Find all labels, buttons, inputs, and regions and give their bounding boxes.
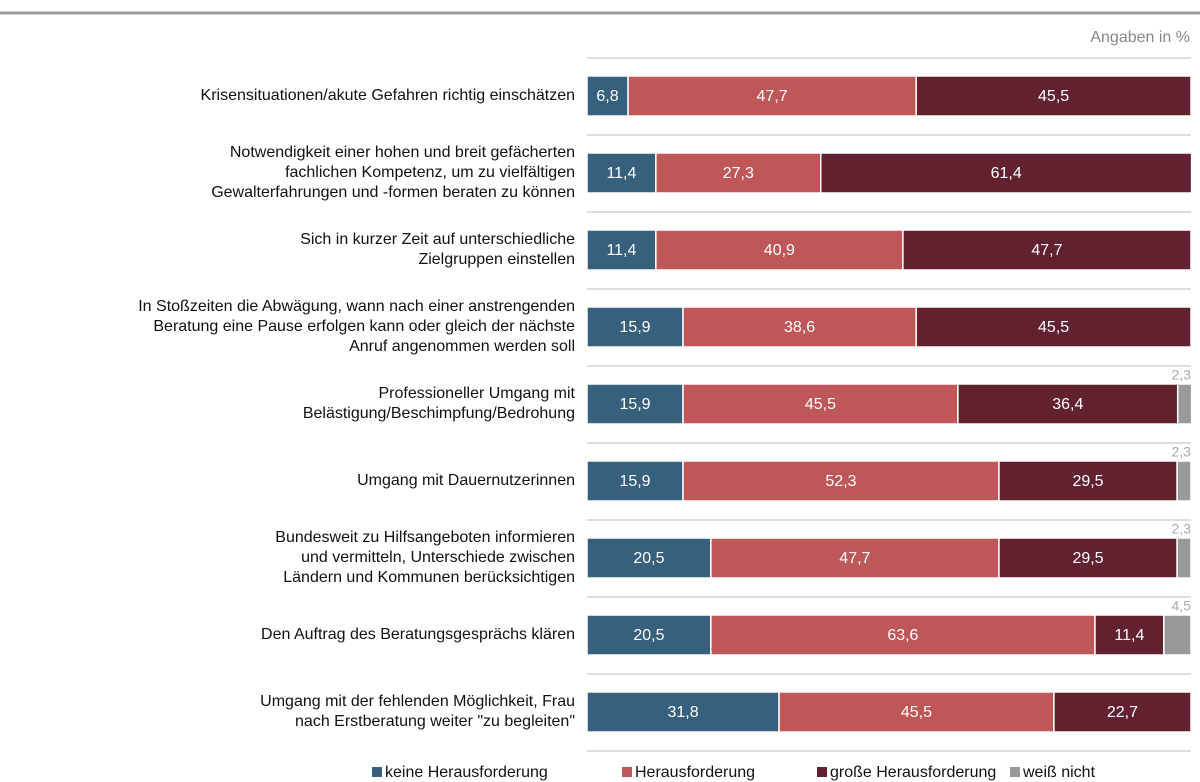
legend-label: große Herausforderung: [830, 764, 996, 781]
bar-segment: [682, 306, 917, 348]
bar-segment: [682, 460, 1000, 502]
value-label: 6,8: [596, 88, 618, 105]
category-label: In Stoßzeiten die Abwägung, wann nach ei…: [138, 298, 575, 355]
value-label: 61,4: [991, 165, 1022, 182]
bar-segment: [710, 537, 1000, 579]
value-label: 40,9: [764, 242, 795, 259]
bar-segment: [586, 383, 684, 425]
bar-segment: [586, 614, 712, 656]
bar-segment: [1176, 537, 1192, 579]
value-label: 15,9: [619, 319, 650, 336]
category-label: Sich in kurzer Zeit auf unterschiedliche…: [300, 231, 575, 268]
bar-segment: [586, 537, 712, 579]
value-label: 36,4: [1052, 396, 1083, 413]
value-label: 27,3: [723, 165, 754, 182]
bar-segment: [627, 75, 917, 117]
value-label: 63,6: [887, 627, 918, 644]
bar-segment: [902, 229, 1192, 271]
bar-segment: [915, 75, 1192, 117]
value-label: 11,4: [606, 165, 636, 182]
annotation: Angaben in %: [1090, 29, 1190, 46]
bar-segment: [586, 75, 629, 117]
legend-label: Herausforderung: [635, 764, 755, 781]
value-label: 47,7: [839, 550, 870, 567]
legend-swatch: [372, 767, 382, 777]
value-label: 11,4: [606, 242, 636, 259]
bar-segment: [710, 614, 1096, 656]
category-label: Umgang mit Dauernutzerinnen: [357, 472, 575, 489]
value-label: 15,9: [619, 396, 650, 413]
value-label: 2,3: [1172, 521, 1192, 537]
bar-segment: [998, 460, 1178, 502]
category-label: Notwendigkeit einer hohen und breit gefä…: [211, 144, 575, 201]
bar-segment: [655, 152, 822, 194]
legend-swatch: [817, 767, 827, 777]
legend-swatch: [622, 767, 632, 777]
bar-segment: [998, 537, 1178, 579]
bar-segment: [1053, 691, 1192, 733]
legend-label: keine Herausforderung: [385, 764, 548, 781]
value-label: 2,3: [1172, 444, 1192, 460]
bar-segment: [1163, 614, 1192, 656]
bar-segment: [819, 152, 1193, 194]
category-label: Den Auftrag des Beratungsgesprächs kläre…: [261, 626, 575, 643]
value-label: 45,5: [901, 704, 932, 721]
value-label: 47,7: [1031, 242, 1062, 259]
value-label: 31,8: [667, 704, 698, 721]
bar-segment: [915, 306, 1192, 348]
value-label: 20,5: [633, 550, 664, 567]
bar-segment: [1176, 460, 1192, 502]
value-label: 4,5: [1172, 598, 1192, 614]
bar-segment: [778, 691, 1055, 733]
value-label: 45,5: [805, 396, 836, 413]
value-label: 29,5: [1072, 473, 1103, 490]
value-label: 47,7: [757, 88, 788, 105]
value-label: 29,5: [1072, 550, 1103, 567]
value-label: 45,5: [1038, 88, 1069, 105]
value-label: 20,5: [633, 627, 664, 644]
category-label: Umgang mit der fehlenden Möglichkeit, Fr…: [260, 693, 575, 730]
bar-segment: [586, 152, 657, 194]
value-label: 38,6: [784, 319, 815, 336]
bar-segment: [957, 383, 1179, 425]
category-label: Bundesweit zu Hilfsangeboten informieren…: [275, 529, 575, 586]
category-label: Professioneller Umgang mit Belästigung/B…: [302, 385, 575, 422]
legend-swatch: [1010, 767, 1020, 777]
legend-label: weiß nicht: [1022, 764, 1096, 781]
value-label: 11,4: [1114, 627, 1144, 644]
bar-segment: [1176, 383, 1193, 425]
value-label: 15,9: [619, 473, 650, 490]
value-label: 22,7: [1107, 704, 1138, 721]
value-label: 45,5: [1038, 319, 1069, 336]
value-label: 52,3: [825, 473, 856, 490]
category-label: Krisensituationen/akute Gefahren richtig…: [200, 87, 575, 104]
bar-segment: [682, 383, 959, 425]
value-label: 2,3: [1172, 367, 1192, 383]
